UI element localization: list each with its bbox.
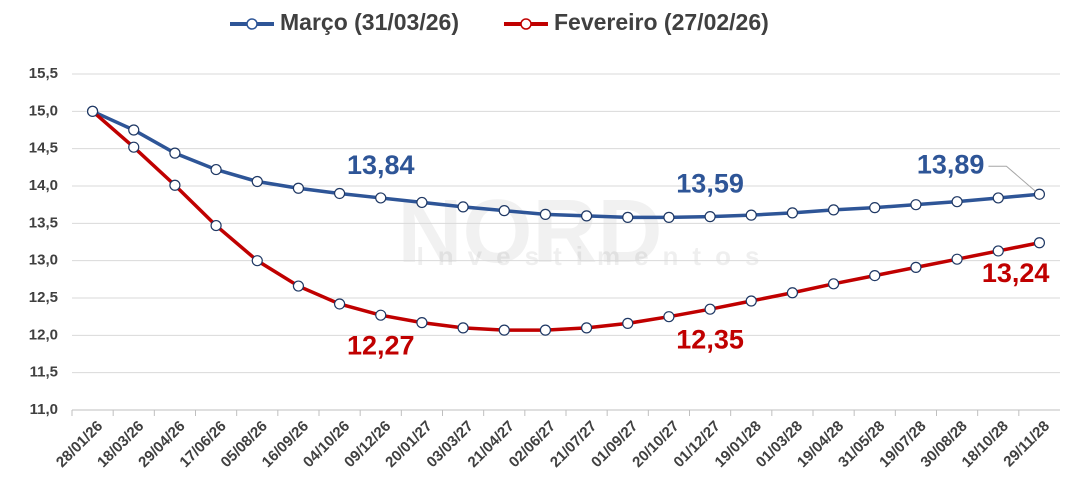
point-marker [169, 147, 181, 159]
legend-marker [246, 18, 258, 30]
point-marker [169, 179, 181, 191]
y-tick-label: 14,0 [29, 177, 58, 194]
point-marker [251, 175, 263, 188]
series-line [91, 109, 1040, 220]
data-label: 13,59 [676, 169, 744, 199]
y-tick-label: 11,5 [30, 364, 58, 381]
point-marker [1033, 188, 1046, 200]
y-tick-label: 13,0 [29, 252, 58, 269]
point-marker [498, 324, 510, 336]
point-marker [869, 270, 881, 282]
data-label: 13,89 [917, 149, 985, 179]
point-marker [375, 192, 387, 204]
point-marker [128, 141, 140, 153]
point-marker [951, 253, 963, 265]
point-marker [827, 278, 840, 290]
legend-label: Março (31/03/26) [280, 9, 459, 35]
point-marker [827, 204, 840, 216]
point-marker [992, 245, 1004, 257]
point-marker [910, 261, 922, 273]
point-marker [498, 205, 510, 217]
y-tick-label: 15,0 [29, 102, 58, 119]
point-marker [622, 317, 634, 329]
point-marker [663, 311, 675, 323]
y-tick-label: 11,0 [30, 401, 58, 418]
leader-line [988, 165, 1036, 192]
legend-marker [520, 18, 532, 30]
point-marker [86, 105, 99, 117]
point-marker [951, 196, 963, 208]
point-marker [333, 298, 346, 310]
point-marker [910, 199, 922, 211]
data-label: 13,24 [982, 258, 1050, 288]
point-marker [704, 211, 716, 223]
point-marker [786, 287, 799, 299]
point-marker [869, 202, 881, 214]
y-tick-label: 14,5 [29, 140, 58, 157]
point-marker [539, 324, 552, 336]
watermark: NORD [398, 182, 663, 282]
x-tick-label: 29/11/28 [1000, 418, 1053, 471]
data-label: 12,35 [676, 324, 744, 354]
point-marker [580, 210, 593, 222]
point-marker [457, 322, 469, 334]
point-marker [622, 211, 634, 223]
legend-label: Fevereiro (27/02/26) [554, 9, 769, 35]
point-marker [292, 280, 305, 292]
y-tick-label: 12,0 [29, 326, 58, 343]
point-marker [128, 124, 140, 136]
point-marker [210, 163, 222, 176]
y-tick-label: 12,5 [29, 289, 58, 306]
point-marker [416, 196, 428, 209]
point-marker [663, 211, 675, 223]
point-marker [1033, 237, 1046, 249]
point-marker [333, 187, 346, 200]
y-tick-label: 15,5 [29, 65, 58, 82]
point-marker [539, 208, 552, 220]
point-marker [375, 309, 387, 321]
point-marker [580, 322, 593, 334]
point-marker [416, 317, 428, 329]
point-marker [210, 219, 222, 232]
point-marker [992, 192, 1004, 204]
point-marker [457, 201, 469, 213]
data-label: 12,27 [347, 330, 415, 360]
point-marker [704, 303, 716, 315]
y-tick-label: 13,5 [29, 214, 58, 231]
data-label: 13,84 [347, 150, 415, 180]
point-marker [745, 209, 757, 221]
watermark: Investimentos [417, 241, 774, 271]
series-line [91, 110, 1040, 332]
point-marker [786, 207, 799, 219]
point-marker [251, 255, 263, 267]
point-marker [745, 295, 757, 307]
point-marker [292, 182, 305, 194]
